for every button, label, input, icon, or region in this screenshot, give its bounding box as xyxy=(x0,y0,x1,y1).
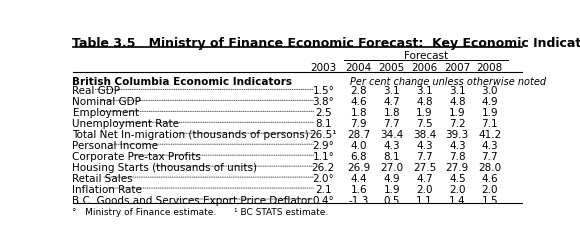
Text: 8.1: 8.1 xyxy=(315,119,332,129)
Text: 4.4: 4.4 xyxy=(350,174,367,184)
Text: 2008: 2008 xyxy=(477,63,503,73)
Text: 1.8: 1.8 xyxy=(350,108,367,118)
Text: 27.0: 27.0 xyxy=(380,163,403,173)
Text: 4.8: 4.8 xyxy=(416,97,433,107)
Text: 8.1: 8.1 xyxy=(383,152,400,162)
Text: 7.5: 7.5 xyxy=(416,119,433,129)
Text: 3.8°: 3.8° xyxy=(313,97,334,107)
Text: 39.3: 39.3 xyxy=(445,130,469,140)
Text: 4.8: 4.8 xyxy=(449,97,466,107)
Text: 2.8: 2.8 xyxy=(350,86,367,96)
Text: 4.9: 4.9 xyxy=(481,97,498,107)
Text: Retail Sales: Retail Sales xyxy=(72,174,133,184)
Text: 27.9: 27.9 xyxy=(445,163,469,173)
Text: 2005: 2005 xyxy=(379,63,405,73)
Text: Unemployment Rate: Unemployment Rate xyxy=(72,119,179,129)
Text: 4.5: 4.5 xyxy=(449,174,466,184)
Text: 2.0: 2.0 xyxy=(416,184,433,194)
Text: -1.3: -1.3 xyxy=(349,196,369,205)
Text: 2.9°: 2.9° xyxy=(313,141,334,151)
Text: ¹ BC STATS estimate.: ¹ BC STATS estimate. xyxy=(234,208,328,217)
Text: 4.7: 4.7 xyxy=(416,174,433,184)
Text: Total Net In-migration (thousands of persons): Total Net In-migration (thousands of per… xyxy=(72,130,309,140)
Text: 4.6: 4.6 xyxy=(350,97,367,107)
Text: 1.1: 1.1 xyxy=(416,196,433,205)
Text: Employment: Employment xyxy=(72,108,139,118)
Text: British Columbia Economic Indicators: British Columbia Economic Indicators xyxy=(72,77,292,87)
Text: 3.1: 3.1 xyxy=(383,86,400,96)
Text: 1.8: 1.8 xyxy=(383,108,400,118)
Text: 7.1: 7.1 xyxy=(481,119,498,129)
Text: Per cent change unless otherwise noted: Per cent change unless otherwise noted xyxy=(350,77,546,87)
Text: 27.5: 27.5 xyxy=(413,163,436,173)
Text: B.C. Goods and Services Export Price Deflator: B.C. Goods and Services Export Price Def… xyxy=(72,196,312,205)
Text: 2.0: 2.0 xyxy=(481,184,498,194)
Text: 4.0: 4.0 xyxy=(350,141,367,151)
Text: 26.2: 26.2 xyxy=(311,163,335,173)
Text: Corporate Pre-tax Profits: Corporate Pre-tax Profits xyxy=(72,152,201,162)
Text: 1.9: 1.9 xyxy=(481,108,498,118)
Text: 4.6: 4.6 xyxy=(481,174,498,184)
Text: 38.4: 38.4 xyxy=(413,130,436,140)
Text: 7.2: 7.2 xyxy=(449,119,466,129)
Text: Table 3.5   Ministry of Finance Economic Forecast:  Key Economic Indicators: Table 3.5 Ministry of Finance Economic F… xyxy=(72,37,580,50)
Text: 7.7: 7.7 xyxy=(481,152,498,162)
Text: 4.7: 4.7 xyxy=(383,97,400,107)
Text: Forecast: Forecast xyxy=(404,50,448,60)
Text: Housing Starts (thousands of units): Housing Starts (thousands of units) xyxy=(72,163,258,173)
Text: 1.5°: 1.5° xyxy=(313,86,334,96)
Text: 41.2: 41.2 xyxy=(478,130,501,140)
Text: 1.4: 1.4 xyxy=(449,196,466,205)
Text: 28.0: 28.0 xyxy=(478,163,501,173)
Text: 28.7: 28.7 xyxy=(347,130,371,140)
Text: 34.4: 34.4 xyxy=(380,130,403,140)
Text: 2003: 2003 xyxy=(310,63,336,73)
Text: 2.1: 2.1 xyxy=(315,184,332,194)
Text: 4.3: 4.3 xyxy=(449,141,466,151)
Text: Inflation Rate: Inflation Rate xyxy=(72,184,142,194)
Text: 1.5: 1.5 xyxy=(481,196,498,205)
Text: 7.7: 7.7 xyxy=(416,152,433,162)
Text: 1.9: 1.9 xyxy=(416,108,433,118)
Text: 4.3: 4.3 xyxy=(481,141,498,151)
Text: Nominal GDP: Nominal GDP xyxy=(72,97,142,107)
Text: Personal Income: Personal Income xyxy=(72,141,158,151)
Text: 26.5¹: 26.5¹ xyxy=(310,130,337,140)
Text: °   Ministry of Finance estimate.: ° Ministry of Finance estimate. xyxy=(72,208,217,217)
Text: 1.6: 1.6 xyxy=(350,184,367,194)
Text: 2.0°: 2.0° xyxy=(313,174,334,184)
Text: 1.9: 1.9 xyxy=(383,184,400,194)
Text: 1.1°: 1.1° xyxy=(313,152,334,162)
Text: 3.0: 3.0 xyxy=(481,86,498,96)
Text: 7.7: 7.7 xyxy=(383,119,400,129)
Text: 2006: 2006 xyxy=(411,63,437,73)
Text: 0.4°: 0.4° xyxy=(313,196,334,205)
Text: 3.1: 3.1 xyxy=(449,86,466,96)
Text: 26.9: 26.9 xyxy=(347,163,371,173)
Text: 7.9: 7.9 xyxy=(350,119,367,129)
Text: 2.5: 2.5 xyxy=(315,108,332,118)
Text: 7.8: 7.8 xyxy=(449,152,466,162)
Text: 1.9: 1.9 xyxy=(449,108,466,118)
Text: 2.0: 2.0 xyxy=(449,184,466,194)
Text: 2007: 2007 xyxy=(444,63,470,73)
Text: 4.3: 4.3 xyxy=(383,141,400,151)
Text: 3.1: 3.1 xyxy=(416,86,433,96)
Text: 0.5: 0.5 xyxy=(383,196,400,205)
Text: 4.9: 4.9 xyxy=(383,174,400,184)
Text: 4.3: 4.3 xyxy=(416,141,433,151)
Text: Real GDP: Real GDP xyxy=(72,86,121,96)
Text: 6.8: 6.8 xyxy=(350,152,367,162)
Text: 2004: 2004 xyxy=(346,63,372,73)
